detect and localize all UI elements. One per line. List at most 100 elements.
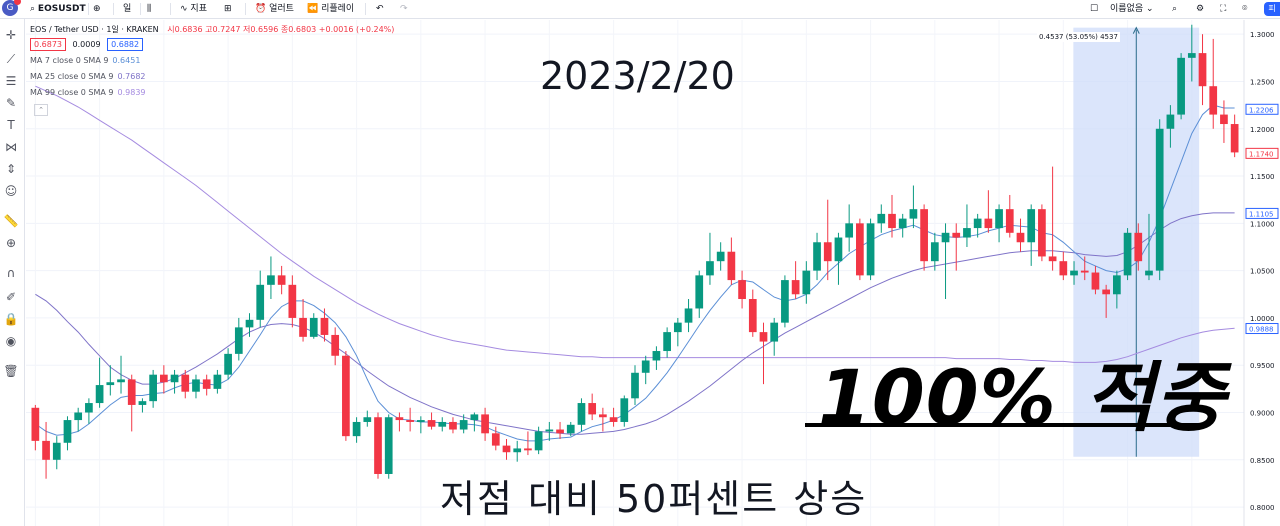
symbol-title[interactable]: EOS / Tether USD · 1일 · KRAKEN (30, 25, 159, 34)
account-avatar[interactable]: G (2, 0, 21, 16)
screenshot-button[interactable]: ⌾ (1242, 2, 1247, 16)
candle-body (673, 322, 682, 333)
settings-button[interactable]: ⚙ (1196, 2, 1204, 16)
interval-button[interactable]: 일 (123, 4, 132, 14)
pattern-icon[interactable]: ⋈ (5, 140, 17, 154)
layout-name-button[interactable]: 이름없음 ⌄ (1110, 2, 1154, 16)
measure-label: 0.4537 (53.05%) 4537 (1037, 32, 1120, 42)
candle-body (545, 429, 554, 432)
candle-body (577, 403, 586, 425)
brush-icon[interactable]: ✎ (5, 96, 17, 110)
candle-body (384, 417, 393, 474)
claim-underline (805, 423, 1205, 427)
indicators-button[interactable]: ∿ 지표 (180, 2, 207, 16)
candle-body (877, 213, 886, 224)
quick-search-button[interactable]: ⌕ (1172, 2, 1177, 16)
candle-body (427, 420, 436, 427)
ma7-legend[interactable]: MA 7 close 0 SMA 9 0.6451 (30, 55, 394, 66)
magnet-icon[interactable]: ∩ (6, 266, 16, 280)
measure-arrow-head (1132, 26, 1140, 34)
crosshair-icon[interactable]: ✛ (5, 28, 17, 42)
templates-button[interactable]: ⊞ (224, 2, 232, 16)
symbol-search-button[interactable]: ⌕ EOSUSDT (30, 2, 86, 16)
caption-overlay-text: 저점 대비 50퍼센트 상승 (440, 477, 868, 521)
candle-body (416, 420, 425, 422)
fullscreen-icon: ⛶ (1220, 4, 1227, 14)
ma25-legend[interactable]: MA 25 close 0 SMA 9 0.7682 (30, 71, 394, 82)
candle-body (566, 424, 575, 434)
candle-body (684, 308, 693, 323)
price-tick-label: 0.9000 (1250, 410, 1275, 418)
replay-icon: ⏪ (307, 4, 319, 14)
compare-symbol-button[interactable]: ⊕ (93, 2, 101, 16)
spread-value: 0.0009 (72, 40, 101, 49)
ruler-icon[interactable]: 📏 (3, 214, 19, 228)
price-tick-label: 0.8000 (1250, 504, 1275, 512)
candle-body (1113, 275, 1121, 295)
price-tick-label: 1.1000 (1250, 220, 1275, 228)
search-icon: ⌕ (30, 4, 36, 14)
ask-price[interactable]: 0.6882 (107, 38, 144, 51)
fullscreen-button[interactable]: ⛶ (1220, 2, 1226, 16)
lock-icon[interactable]: 🔒 (3, 312, 19, 326)
undo-button[interactable]: ↶ (376, 2, 384, 16)
price-tick-label: 1.3000 (1250, 31, 1275, 39)
candle-body (823, 242, 832, 262)
redo-button[interactable]: ↷ (400, 2, 408, 16)
bid-price[interactable]: 0.6873 (30, 38, 66, 51)
candle-body (930, 242, 939, 262)
candle-body (85, 403, 93, 413)
candle-body (256, 284, 265, 320)
candle-body (652, 351, 661, 361)
collapse-legend-button[interactable]: ⌃ (34, 104, 48, 116)
trash-icon[interactable]: 🗑 (3, 364, 19, 378)
price-tag-box (1245, 103, 1279, 115)
zoom-in-icon[interactable]: ⊕ (5, 236, 17, 250)
ma7-value: 0.6451 (112, 56, 141, 65)
eye-icon[interactable]: ◉ (5, 334, 17, 348)
ma99-label: MA 99 close 0 SMA 9 (30, 88, 114, 97)
chart-type-button[interactable]: ⫼ (147, 2, 151, 16)
candle-body (1070, 270, 1078, 276)
candle-body (845, 223, 854, 238)
horizontal-lines-icon[interactable]: ☰ (5, 74, 17, 88)
trend-line-icon[interactable]: ⟋ (6, 52, 16, 66)
ma99-legend[interactable]: MA 99 close 0 SMA 9 0.9839 (30, 87, 394, 98)
price-tick-label: 1.1500 (1250, 173, 1275, 181)
candle-body (192, 379, 200, 392)
chart-legend: EOS / Tether USD · 1일 · KRAKEN 시0.6836 고… (30, 24, 394, 98)
ma25-value: 0.7682 (117, 72, 146, 81)
lock-drawings-icon[interactable]: ✐ (5, 290, 17, 304)
text-tool-icon[interactable]: T (7, 118, 15, 132)
candle-body (952, 232, 961, 238)
candle-body (620, 398, 629, 422)
candle-body (470, 414, 479, 421)
alert-button[interactable]: ⏰ 얼러트 (255, 2, 294, 16)
candle-body (1080, 270, 1089, 273)
camera-icon: ⌾ (1242, 4, 1248, 14)
candle-body (556, 429, 564, 434)
candle-body (374, 417, 382, 474)
candle-body (641, 360, 650, 373)
candle-body (170, 374, 179, 383)
candle-body (1198, 53, 1207, 87)
candle-body (481, 414, 489, 434)
claim-overlay-text: 100% 적중 (818, 353, 1227, 442)
ruler-measure-icon[interactable]: ⇕ (5, 162, 17, 176)
candle-body (1005, 209, 1014, 233)
replay-button[interactable]: ⏪ 리플레이 (307, 2, 354, 16)
layout-checkbox[interactable]: ☐ (1090, 2, 1098, 16)
candle-body (395, 417, 404, 421)
candle-body (759, 332, 768, 342)
price-tick-label: 1.0000 (1250, 315, 1275, 323)
candle-body (245, 319, 254, 328)
candle-body (320, 317, 329, 335)
emoji-icon[interactable]: ☺ (4, 184, 18, 198)
candle-body (834, 237, 843, 262)
candle-body (1230, 124, 1239, 153)
candle-body (995, 209, 1003, 229)
candle-body (973, 218, 982, 229)
publish-button[interactable]: 피 (1264, 2, 1280, 16)
candle-body (813, 242, 821, 271)
